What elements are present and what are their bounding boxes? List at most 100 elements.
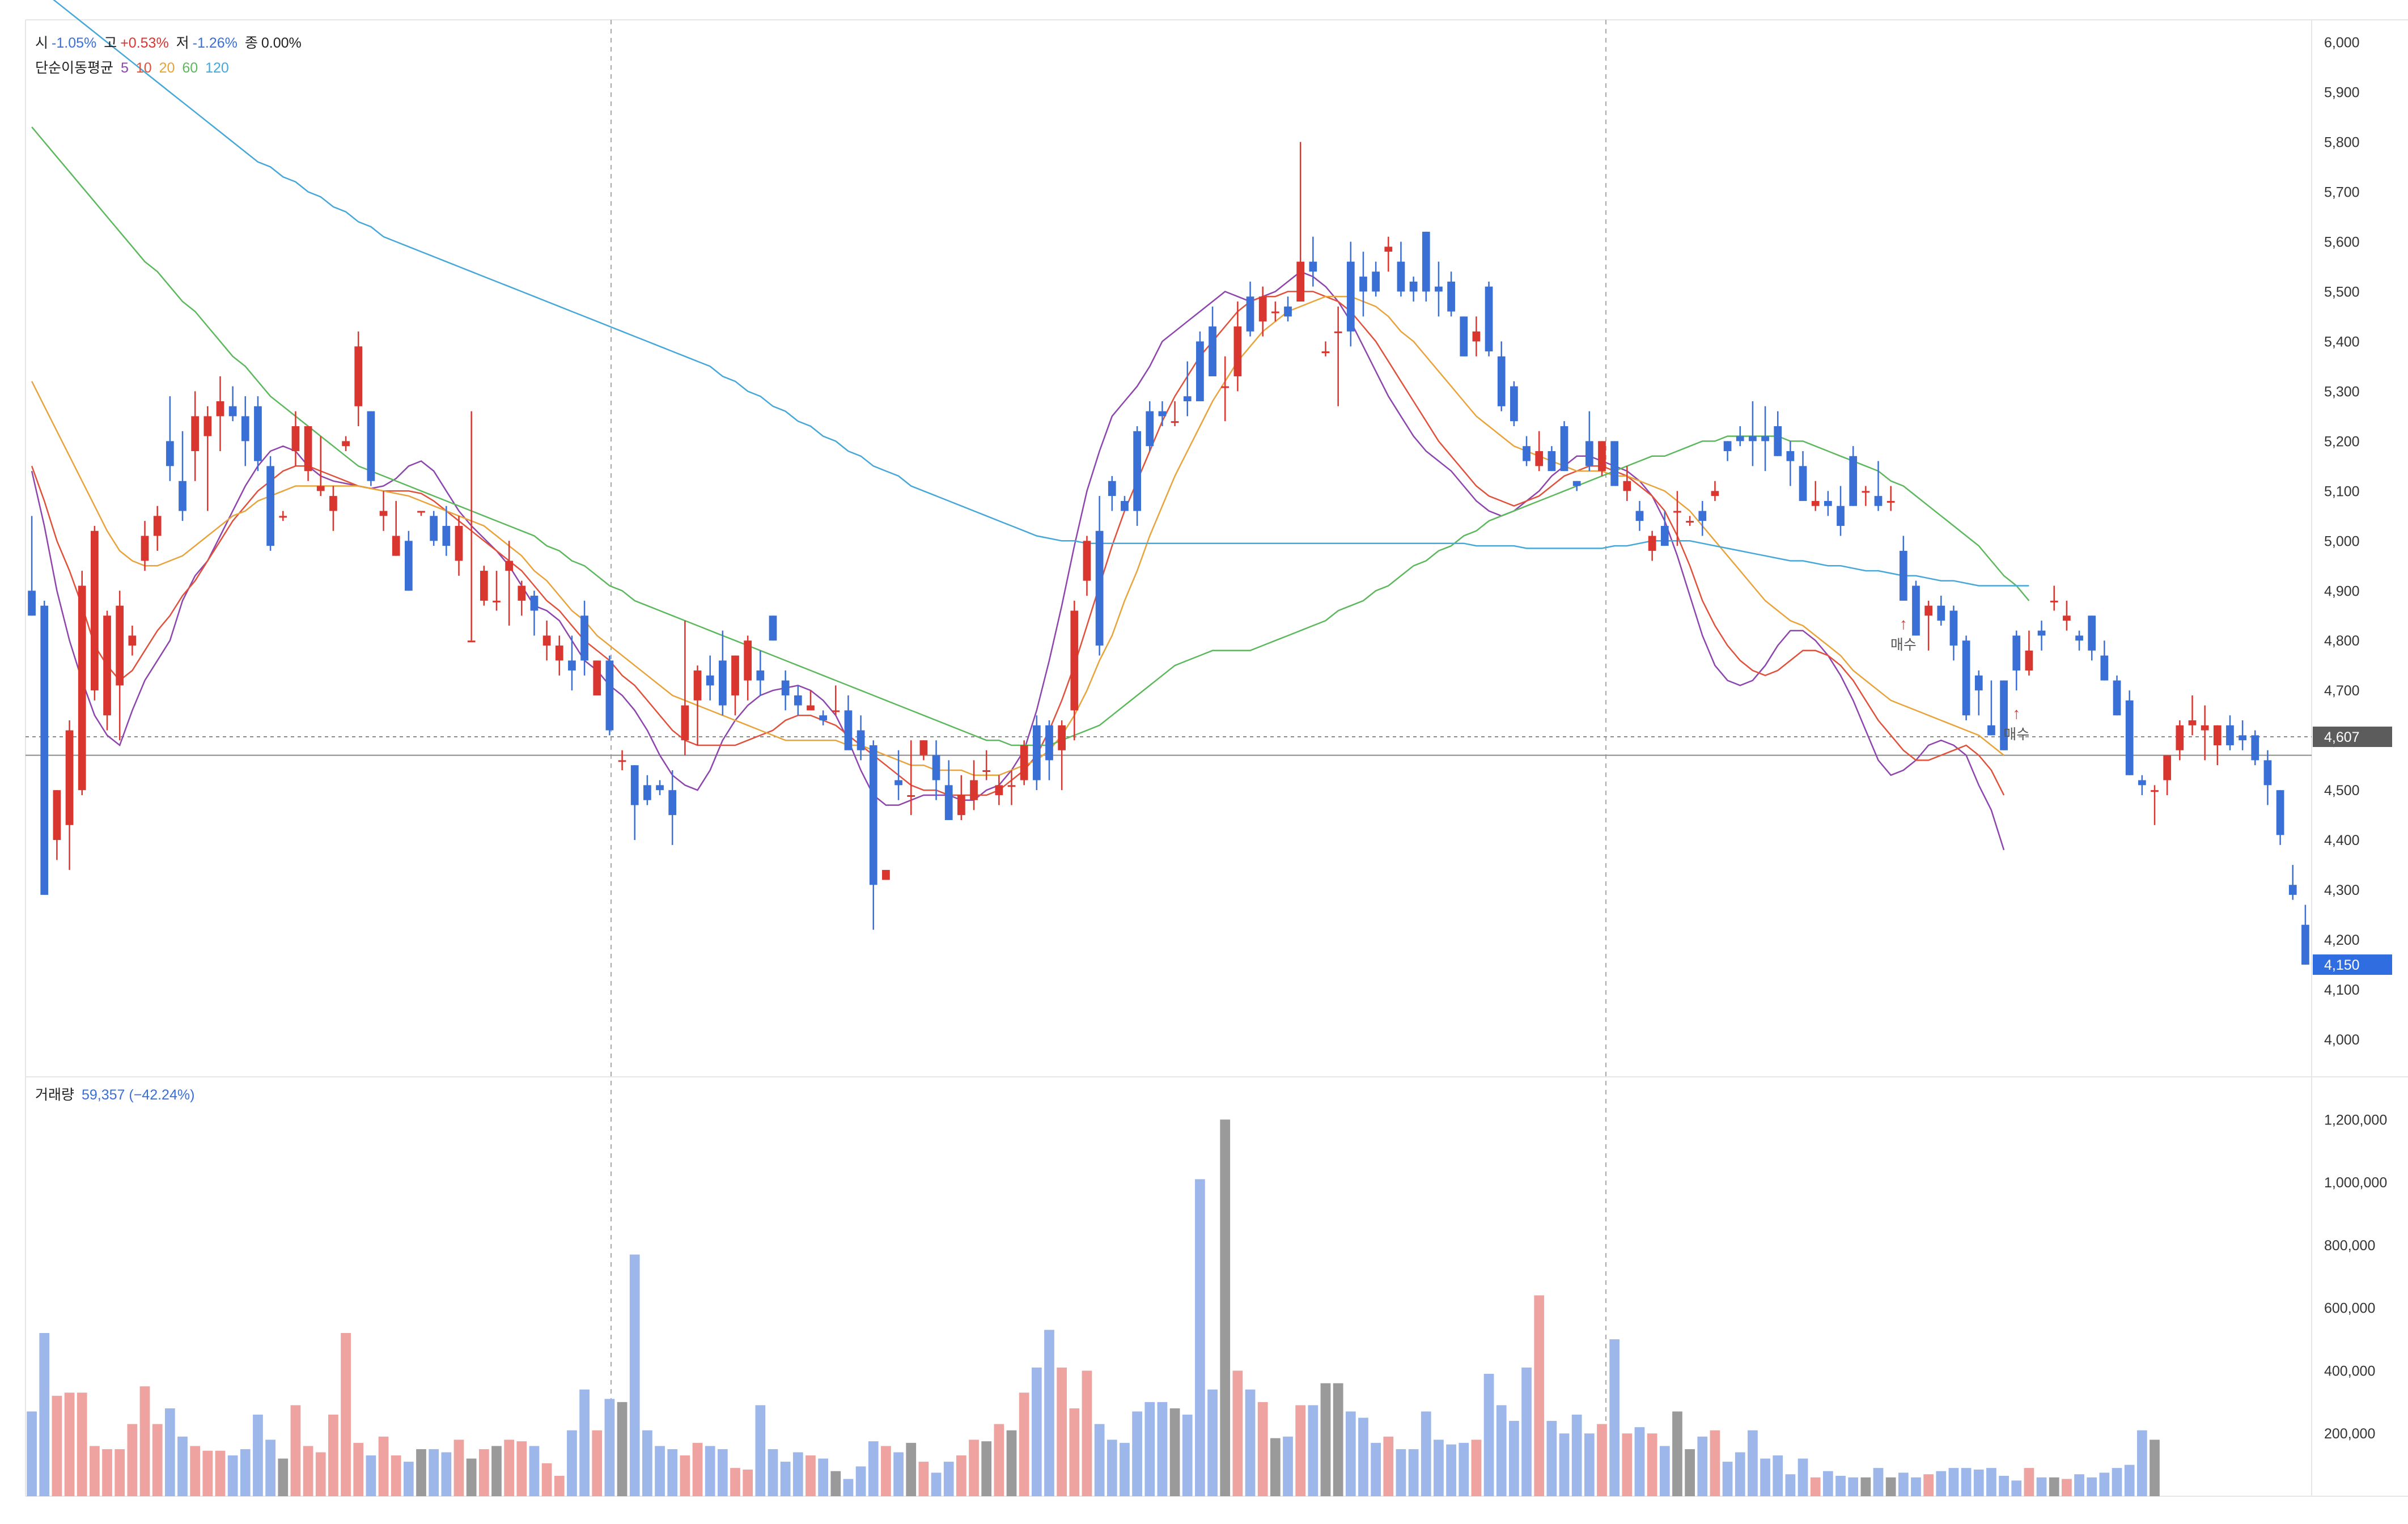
volume-bar xyxy=(868,1441,879,1496)
candle-body xyxy=(78,585,86,791)
ma-legend[interactable]: 단순이동평균 5 10 20 60 120 xyxy=(35,57,232,77)
candle-body xyxy=(1359,277,1367,292)
candle-body xyxy=(179,481,186,511)
volume-bar xyxy=(1697,1436,1708,1496)
candle-body xyxy=(580,615,588,661)
volume-bar xyxy=(881,1446,891,1496)
volume-bar xyxy=(403,1462,414,1496)
candle-body xyxy=(1384,247,1393,252)
candle xyxy=(731,655,739,716)
price-tick-label: 5,100 xyxy=(2324,483,2360,499)
volume-bar xyxy=(1270,1438,1281,1496)
volume-bar xyxy=(1471,1440,1482,1496)
price-tick-label: 5,700 xyxy=(2324,185,2360,201)
candle-body xyxy=(1058,725,1066,750)
candle xyxy=(894,750,902,800)
candle xyxy=(1723,441,1732,461)
candle xyxy=(2037,621,2046,651)
volume-bar xyxy=(1999,1476,2009,1496)
candle xyxy=(2012,630,2021,691)
candle-body xyxy=(1899,550,1907,601)
volume-bar xyxy=(529,1446,540,1496)
volume-bar xyxy=(969,1440,979,1496)
candle-body xyxy=(1397,261,1405,292)
price-tick-label: 5,500 xyxy=(2324,284,2360,300)
volume-bar xyxy=(1748,1430,1758,1496)
candle xyxy=(2138,775,2146,795)
volume-label: 거래량 xyxy=(35,1087,75,1103)
candle-body xyxy=(769,615,777,641)
volume-bar xyxy=(931,1472,942,1496)
candle xyxy=(179,431,186,521)
candlestick-layer xyxy=(28,142,2309,965)
candle xyxy=(1158,401,1167,426)
price-tick-label: 4,900 xyxy=(2324,583,2360,599)
volume-bar xyxy=(705,1446,715,1496)
candle-body xyxy=(1108,481,1116,496)
candle-body xyxy=(141,536,149,561)
candle-body xyxy=(593,660,601,696)
candle-body xyxy=(116,605,124,686)
candle xyxy=(78,571,86,795)
volume-bar xyxy=(152,1424,163,1496)
candle-body xyxy=(2050,600,2058,602)
volume-bar xyxy=(956,1455,966,1496)
candle-body xyxy=(1133,431,1141,511)
volume-bar xyxy=(792,1452,803,1496)
candle-body xyxy=(2138,780,2146,786)
candle xyxy=(216,376,224,451)
volume-bar xyxy=(441,1452,452,1496)
candle xyxy=(718,630,727,716)
candle-body xyxy=(530,596,539,611)
candle-body xyxy=(1284,306,1292,317)
open-label: 시 xyxy=(35,35,49,51)
price-tick-label: 6,000 xyxy=(2324,35,2360,51)
candle-body xyxy=(2213,725,2222,745)
candle xyxy=(1359,252,1367,317)
candle-body xyxy=(907,795,915,797)
candle-body xyxy=(2000,680,2008,750)
volume-bar xyxy=(1672,1411,1682,1496)
candle-body xyxy=(1309,261,1317,272)
candle xyxy=(1648,530,1656,561)
candle xyxy=(681,621,689,755)
volume-bar xyxy=(1722,1462,1733,1496)
volume-layer xyxy=(27,1119,2160,1496)
candle-body xyxy=(1711,491,1719,496)
candle-body xyxy=(1874,496,1883,506)
candle xyxy=(1409,277,1418,302)
candle xyxy=(91,525,99,701)
price-tick-label: 5,800 xyxy=(2324,135,2360,151)
candle-body xyxy=(1635,511,1644,521)
candle xyxy=(40,600,49,895)
candle xyxy=(869,740,877,930)
price-tick-label: 4,800 xyxy=(2324,633,2360,649)
price-tick-label: 5,400 xyxy=(2324,334,2360,350)
volume-bar xyxy=(604,1399,615,1496)
volume-bar xyxy=(818,1458,828,1496)
candle-body xyxy=(681,705,689,741)
candle-body xyxy=(2176,725,2184,750)
candle-body xyxy=(1811,500,1820,506)
candle-body xyxy=(304,426,312,472)
candle xyxy=(28,516,36,616)
candle-body xyxy=(970,780,978,800)
volume-bar xyxy=(943,1462,954,1496)
candle xyxy=(857,715,865,761)
candle-body xyxy=(2226,725,2234,745)
candle-body xyxy=(254,406,262,461)
candle-body xyxy=(2063,615,2071,621)
candle-body xyxy=(630,765,639,805)
candle-body xyxy=(1447,281,1455,312)
high-value: +0.53% xyxy=(120,35,169,51)
volume-bar xyxy=(1082,1370,1092,1496)
volume-bar xyxy=(1006,1430,1017,1496)
prev-close-badge: 4,607 xyxy=(2324,729,2360,745)
volume-bar xyxy=(806,1455,816,1496)
candle-body xyxy=(819,715,827,721)
volume-bar xyxy=(1144,1402,1155,1496)
candle xyxy=(1849,446,1858,506)
volume-bar xyxy=(366,1455,376,1496)
volume-bar xyxy=(1948,1468,1959,1496)
price-tick-label: 4,000 xyxy=(2324,1032,2360,1048)
